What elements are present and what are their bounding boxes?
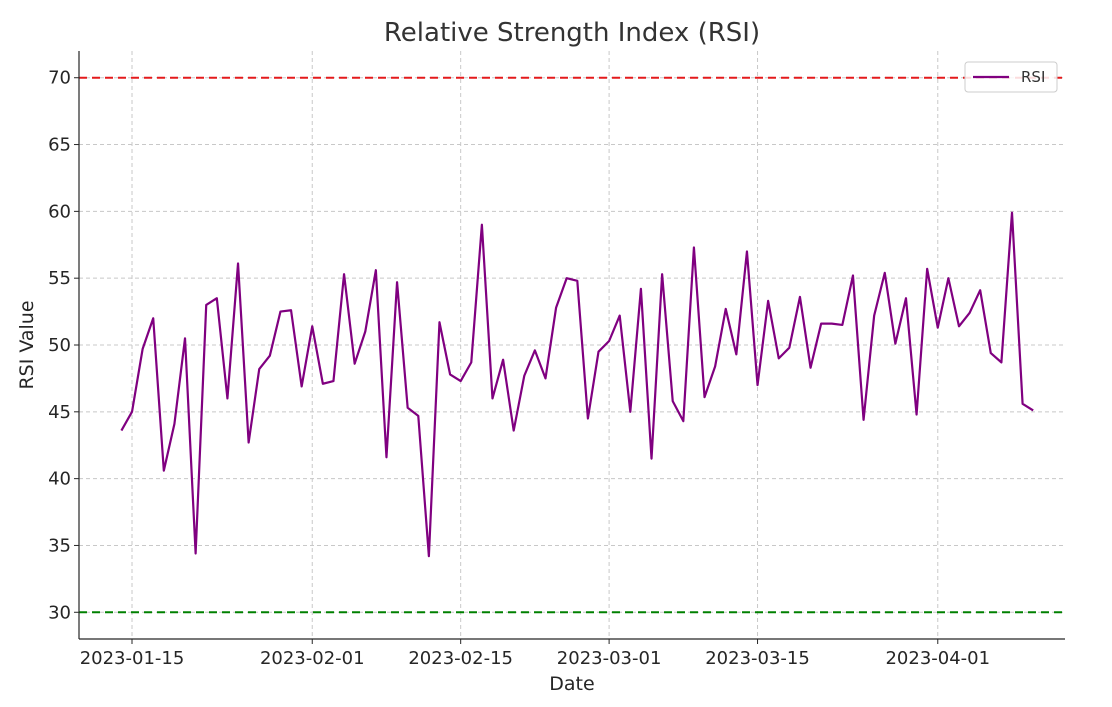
y-tick-label: 45: [48, 402, 71, 423]
x-tick-label: 2023-03-01: [557, 648, 662, 669]
y-tick-label: 70: [48, 68, 71, 89]
legend-box: [964, 61, 1058, 93]
y-axis-title: RSI Value: [16, 300, 38, 389]
x-tick-label: 2023-02-15: [408, 648, 513, 669]
y-tick-labels: 30 35 40 45 50 55 60 65 70: [48, 68, 79, 623]
chart-title: Relative Strength Index (RSI): [384, 18, 760, 48]
grid-lines: [79, 51, 1065, 639]
x-tick-label: 2023-04-01: [885, 648, 990, 669]
x-tick-labels: 2023-01-15 2023-02-01 2023-02-15 2023-03-01…: [80, 639, 990, 669]
legend-label-rsi: RSI: [1021, 68, 1045, 86]
x-tick-label: 2023-03-15: [705, 648, 810, 669]
series-layer: [120, 211, 1034, 558]
x-tick-label: 2023-01-15: [80, 648, 185, 669]
series-line-rsi: [120, 211, 1034, 558]
y-tick-label: 35: [48, 535, 71, 556]
threshold-lines: [79, 76, 1065, 614]
y-tick-label: 50: [48, 335, 71, 356]
y-tick-label: 40: [48, 469, 71, 490]
y-tick-label: 65: [48, 135, 71, 156]
y-tick-label: 30: [48, 602, 71, 623]
x-axis-title: Date: [549, 673, 594, 695]
legend: RSI: [964, 61, 1058, 93]
x-tick-label: 2023-02-01: [260, 648, 365, 669]
y-tick-label: 60: [48, 201, 71, 222]
y-tick-label: 55: [48, 268, 71, 289]
